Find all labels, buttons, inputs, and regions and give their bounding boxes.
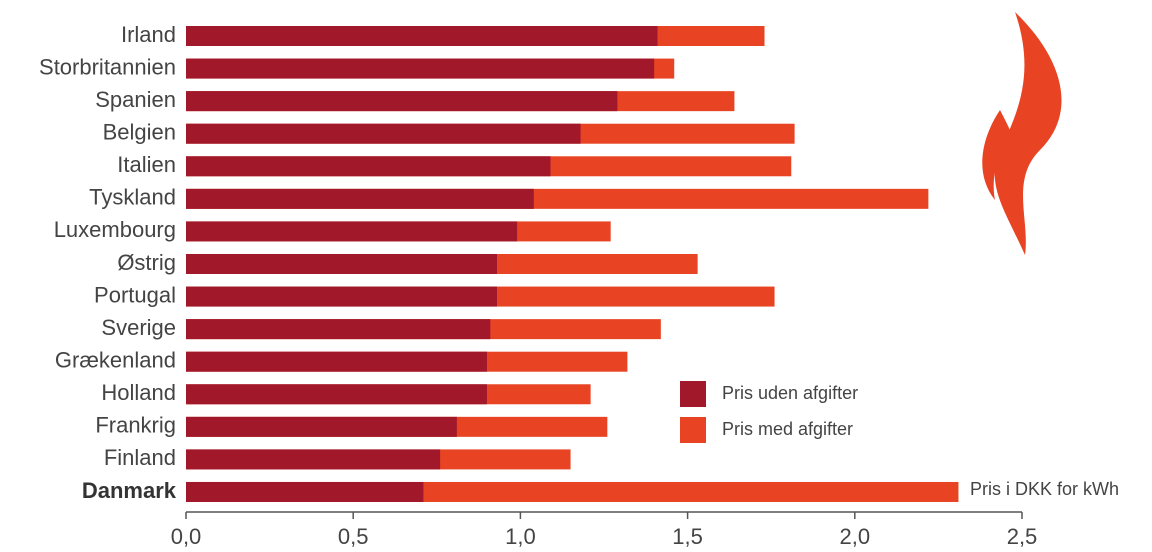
y-tick-label: Holland	[101, 380, 176, 405]
flame-icon	[982, 12, 1062, 255]
x-tick-label: 2,0	[840, 524, 871, 549]
y-tick-label: Luxembourg	[54, 217, 176, 242]
y-tick-label: Belgien	[103, 120, 176, 145]
x-tick-label: 1,0	[505, 524, 536, 549]
axis-note: Pris i DKK for kWh	[970, 479, 1119, 499]
bar	[186, 221, 518, 242]
bar	[186, 188, 534, 209]
y-tick-label: Italien	[117, 152, 176, 177]
bar	[186, 253, 497, 274]
x-tick-label: 1,5	[672, 524, 703, 549]
y-tick-label: Irland	[121, 22, 176, 47]
legend-label: Pris uden afgifter	[722, 383, 858, 403]
bar	[186, 26, 658, 46]
x-tick-label: 0,0	[171, 524, 202, 549]
y-tick-label: Finland	[104, 445, 176, 470]
bar	[186, 416, 457, 437]
bar	[186, 384, 487, 405]
bar	[186, 91, 618, 112]
bar	[186, 449, 441, 470]
y-tick-label: Frankrig	[95, 413, 176, 438]
y-tick-label: Danmark	[82, 478, 177, 503]
y-tick-label: Tyskland	[89, 185, 176, 210]
bar	[186, 351, 487, 372]
bar	[186, 286, 497, 307]
bar	[186, 319, 491, 340]
legend-swatch	[680, 381, 706, 407]
x-tick-label: 0,5	[338, 524, 369, 549]
y-tick-label: Storbritannien	[39, 54, 176, 79]
legend-label: Pris med afgifter	[722, 419, 853, 439]
x-tick-label: 2,5	[1007, 524, 1038, 549]
y-tick-label: Østrig	[117, 250, 176, 275]
bar	[186, 123, 581, 144]
y-tick-label: Spanien	[95, 87, 176, 112]
bar	[186, 481, 424, 502]
y-tick-label: Grækenland	[55, 348, 176, 373]
bar	[186, 156, 551, 177]
bar	[186, 58, 655, 79]
y-tick-label: Portugal	[94, 282, 176, 307]
y-tick-label: Sverige	[101, 315, 176, 340]
legend-swatch	[680, 417, 706, 443]
